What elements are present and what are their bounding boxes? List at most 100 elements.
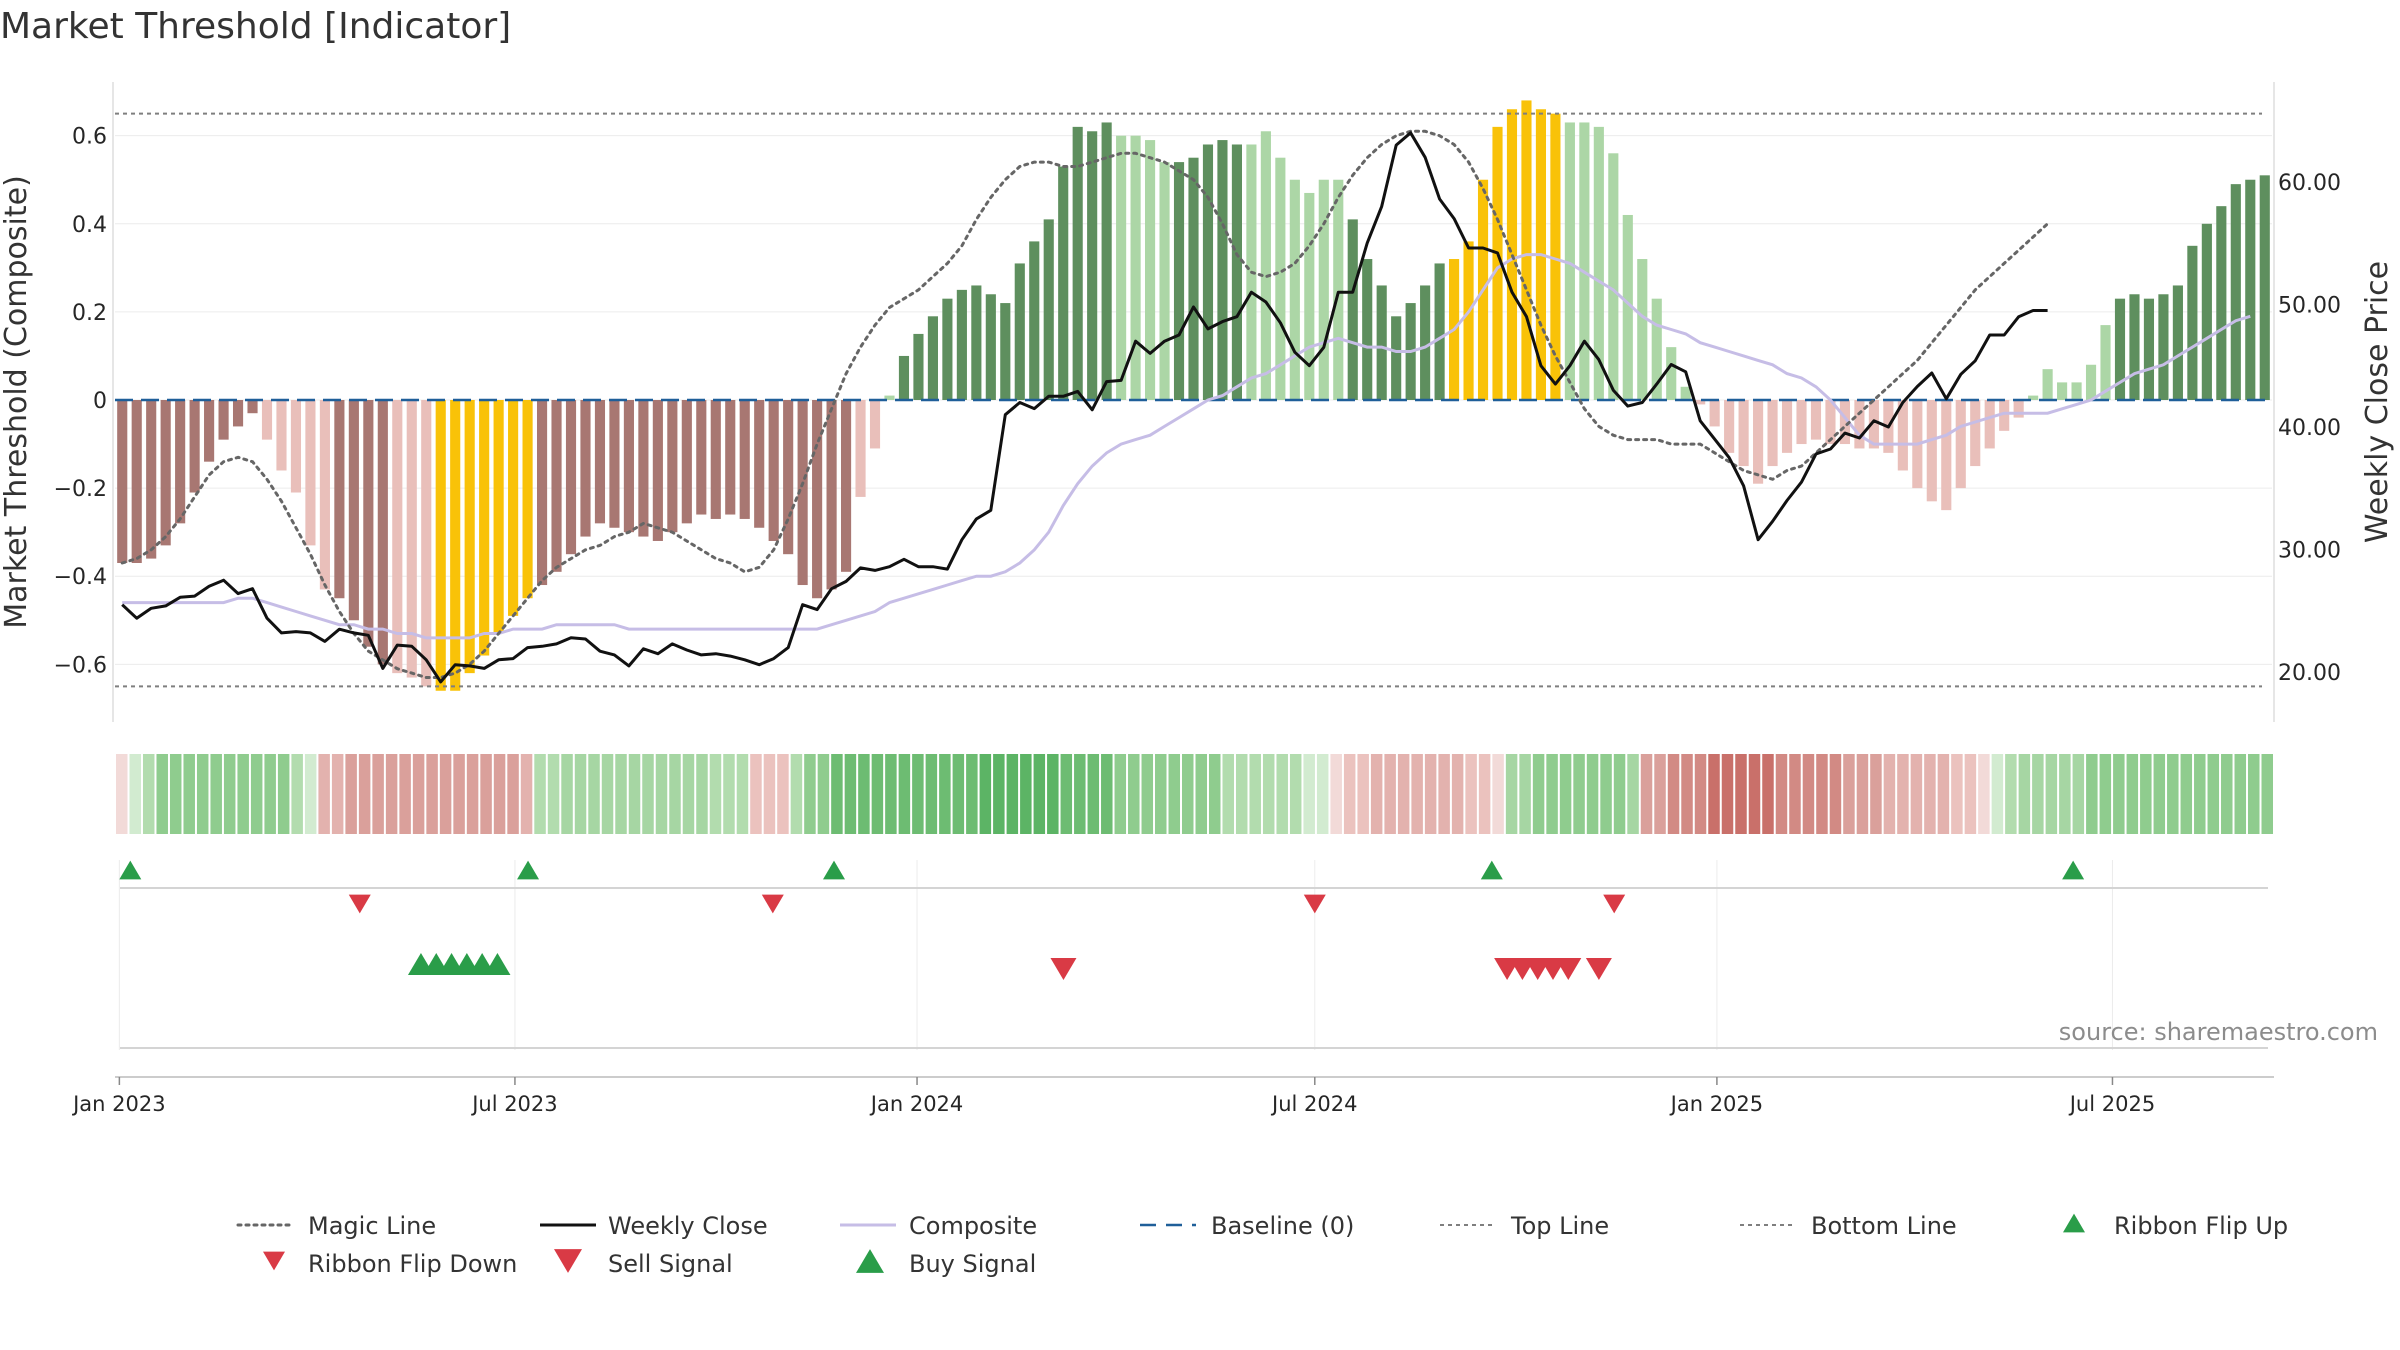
composite-bar <box>927 316 938 400</box>
axes: 0.6 0.4 0.2 0 −0.2 −0.4 −0.6 60.00 50.00 40.00 30.… <box>54 82 2341 722</box>
composite-bar <box>2042 369 2053 400</box>
composite-bar <box>1767 400 1778 467</box>
composite-bar <box>1014 263 1025 400</box>
ribbon-cell <box>1559 754 1572 834</box>
composite-bar <box>406 400 417 678</box>
composite-bar <box>175 400 186 524</box>
composite-bar <box>1709 400 1720 427</box>
composite-bar <box>1868 400 1879 449</box>
ribbon-cell <box>372 754 384 834</box>
composite-bar <box>1231 144 1242 400</box>
ribbon-cell <box>736 754 749 834</box>
composite-bar <box>160 400 171 546</box>
right-tick-label: 40.00 <box>2278 416 2341 441</box>
ribbon-cell <box>1168 754 1181 834</box>
composite-bar <box>985 294 996 400</box>
composite-bar <box>2114 298 2126 400</box>
x-tick-label: Jul 2024 <box>1270 1092 1357 1116</box>
composite-bar <box>1275 157 1286 400</box>
left-tick-label: 0.2 <box>72 301 107 326</box>
right-tick-label: 50.00 <box>2278 293 2341 318</box>
composite-bar <box>2245 179 2256 400</box>
composite-bar <box>464 400 475 674</box>
ribbon-flip-down-marker <box>761 894 784 914</box>
ribbon-cell <box>844 754 857 834</box>
ribbon-cell <box>1964 754 1977 834</box>
composite-bar <box>522 400 533 599</box>
ribbon-cell <box>358 754 371 834</box>
composite-bar <box>725 400 736 515</box>
composite-bar <box>565 400 577 555</box>
sell-signal-marker <box>1050 957 1077 981</box>
right-axis-title: Weekly Close Price <box>2360 261 2395 543</box>
composite-bar <box>508 400 519 616</box>
composite-bar <box>1434 263 1445 400</box>
ribbon-cell <box>2248 754 2260 834</box>
ribbon-cell <box>858 754 870 834</box>
composite-bar <box>2100 325 2111 400</box>
ribbon-cell <box>1141 754 1154 834</box>
composite-bar <box>1362 259 1373 400</box>
ribbon-cell <box>628 754 641 834</box>
ribbon-cell <box>979 754 992 834</box>
ribbon-cell <box>345 754 357 834</box>
composite-bar <box>913 333 924 400</box>
ribbon-cell <box>831 754 843 834</box>
ribbon-cell <box>1276 754 1288 834</box>
ribbon-cell <box>1532 754 1545 834</box>
ribbon-flip-up-marker <box>2062 860 2085 880</box>
legend: Magic Line Weekly Close Composite Baseline … <box>236 1212 2288 1278</box>
ribbon-cell <box>223 754 236 834</box>
ribbon-cell <box>696 754 708 834</box>
ribbon-cell <box>453 754 465 834</box>
composite-bar <box>1173 162 1185 400</box>
composite-bar <box>1188 157 1199 400</box>
ribbon-cell <box>1114 754 1127 834</box>
ribbon-cell <box>507 754 519 834</box>
legend-label: Sell Signal <box>608 1250 733 1278</box>
composite-bar <box>536 400 548 586</box>
composite-bar <box>1463 241 1474 400</box>
composite-bar <box>551 400 562 572</box>
ribbon-cell <box>196 754 209 834</box>
ribbon-cell <box>520 754 533 834</box>
ribbon-cell <box>493 754 506 834</box>
ribbon-cell <box>399 754 411 834</box>
ribbon-cell <box>912 754 924 834</box>
left-tick-label: 0.6 <box>72 125 107 150</box>
composite-bar <box>623 400 634 533</box>
ribbon-flip-up-marker <box>823 860 845 880</box>
ribbon-cell <box>1033 754 1046 834</box>
composite-bar <box>1376 285 1387 400</box>
ribbon-cell <box>480 754 492 834</box>
ribbon-cell <box>790 754 803 834</box>
composite-bar <box>710 400 721 519</box>
composite-bar <box>1550 113 1561 400</box>
x-tick-label: Jul 2025 <box>2068 1092 2155 1116</box>
ribbon-cell <box>655 754 668 834</box>
ribbon-cell <box>1802 754 1815 834</box>
composite-bar <box>1955 400 1966 489</box>
composite-bar <box>812 400 823 599</box>
composite-bar <box>1029 241 1040 400</box>
composite-bar <box>2143 298 2155 400</box>
composite-bar <box>1145 140 1156 400</box>
composite-bar <box>377 400 388 665</box>
weekly-close-line <box>121 131 2048 684</box>
ribbon-cell <box>750 754 762 834</box>
source-note: source: sharemaestro.com <box>2059 1018 2378 1046</box>
ribbon-cell <box>1627 754 1639 834</box>
composite-bar <box>1854 400 1865 449</box>
ribbon-cell <box>1128 754 1140 834</box>
ribbon-cell <box>1762 754 1774 834</box>
composite-bar <box>2129 294 2140 400</box>
composite-bar <box>754 400 765 528</box>
composite-bar <box>1738 400 1749 467</box>
ribbon-cell <box>1937 754 1950 834</box>
ribbon-cell <box>331 754 344 834</box>
left-axis-title: Market Threshold (Composite) <box>0 175 34 629</box>
composite-bar <box>1564 122 1575 400</box>
ribbon-cell <box>277 754 290 834</box>
ribbon-flip-up-marker <box>1480 860 1503 880</box>
ribbon-cell <box>1546 754 1558 834</box>
